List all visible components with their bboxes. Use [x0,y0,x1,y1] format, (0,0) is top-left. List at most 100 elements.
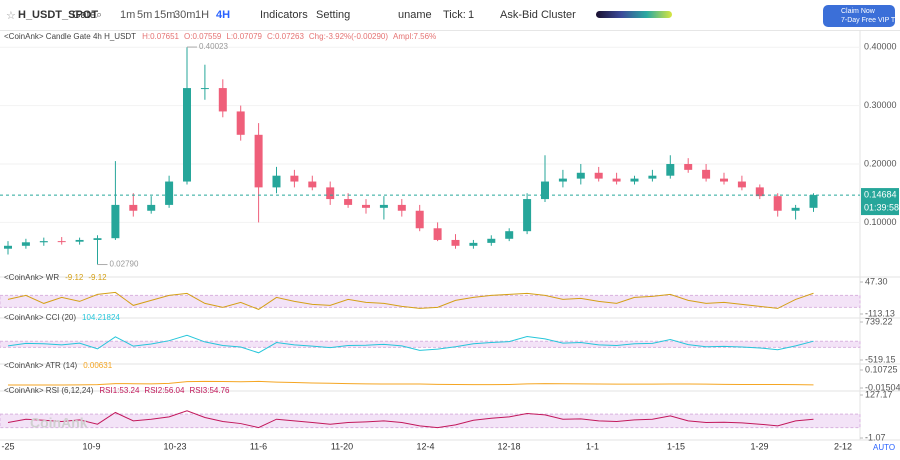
candle-body [165,181,174,205]
candle-body [809,195,818,208]
candle-body [630,178,639,182]
candle-body [487,238,496,243]
candle-body [326,187,335,200]
panel-readout: 0.00631 [83,361,112,370]
y-tick-label: -0.01504 [865,382,900,392]
x-tick-label: 11-6 [250,441,267,451]
cluster-button[interactable]: Ask-Bid Cluster [500,9,576,21]
panel-title: <CoinAnk> ATR (14) [4,361,78,370]
search[interactable]: ⌕ [96,9,103,21]
x-tick-label: -25 [1,441,14,451]
candle-body [57,241,66,243]
indicator-line [8,380,814,386]
candle-body [415,210,424,229]
timeframe[interactable]: 1H [195,9,210,21]
candle-body [576,172,585,179]
candle-body [666,164,675,176]
timeframe[interactable]: 4H [216,9,231,21]
candle-body [773,196,782,211]
indicator-line [7,291,814,310]
promo[interactable]: Claim Now 7-Day Free VIP Trial [823,5,900,27]
band [0,294,861,308]
user[interactable]: uname [398,9,432,21]
candle-body [648,175,657,179]
candle-body [469,242,478,246]
watermark: CoinAnk [30,415,88,431]
panel-readout: C:0.07263 [267,32,304,41]
candle-body [75,239,84,242]
y-tick-label: -1.07 [865,432,886,442]
band [0,340,861,348]
candle-body [702,169,711,179]
auto-button[interactable]: AUTO [873,443,895,452]
exchange[interactable]: Gate [72,9,96,21]
y-tick-label: 0.40000 [864,42,897,52]
tick-label: Tick: [443,9,466,21]
panel-readout: -9.12 [88,273,107,282]
candle-body [21,242,30,246]
candle-body [737,181,746,188]
setting-button[interactable]: Setting [316,9,351,21]
candle-body [541,181,549,200]
candle-body [183,88,191,182]
indicator-line [7,334,814,354]
candle-body [791,207,800,211]
x-tick-label: 12-4 [416,441,434,451]
panel-readout: H:0.07651 [142,32,179,41]
high-marker-label: 0.40023 [199,42,228,51]
promo-text: 7-Day Free VIP Trial [841,17,900,24]
y-tick-label: 0.20000 [864,158,897,168]
candle-body [362,204,370,208]
panel-readout: L:0.07079 [226,32,262,41]
candle-body [755,187,764,197]
star[interactable]: ☆ [6,10,16,22]
candle-body [379,204,388,208]
x-tick-label: 1-29 [750,441,768,451]
y-tick-label: 47.30 [865,276,888,286]
x-tick-label: 1-1 [586,441,599,451]
x-tick-label: 10-9 [82,441,100,451]
candle-body [612,178,621,182]
y-tick-label: -113.13 [865,308,895,318]
last-price-box [861,188,899,216]
candle-body [129,204,138,211]
candle-body [558,178,567,182]
timeframe[interactable]: 1m [120,9,136,21]
panel-title: <CoinAnk> CCI (20) [4,313,76,322]
band [0,413,861,429]
candle-body [272,175,281,188]
last-price-label: 0.14684 [864,189,897,199]
candle-body [39,241,48,243]
indicators-button[interactable]: Indicators [260,9,308,21]
panel-readout: O:0.07559 [184,32,222,41]
y-tick-label: 0.10725 [865,364,898,374]
candle-body [523,199,532,232]
timeframe[interactable]: 15m [154,9,176,21]
panel-title: <CoinAnk> Candle Gate 4h H_USDT [4,32,136,41]
candle-body [200,88,209,90]
candle-body [4,245,12,249]
candle-body [433,228,442,240]
candle-body [290,175,299,182]
candle-body [308,181,317,188]
candle-body [236,111,245,135]
heat-scale[interactable] [596,11,672,18]
candle-body [505,231,514,239]
y-tick-label: 0.10000 [864,217,897,227]
y-tick-label: -519.15 [865,354,896,364]
candle-body [254,134,263,188]
tick-value[interactable]: 1 [468,9,475,21]
candle-body [218,88,227,112]
symbol[interactable]: H_USDT_SPOT [18,9,99,21]
indicator-line [7,410,814,429]
countdown: 01:39:58 [864,202,899,212]
x-tick-label: 2-12 [834,441,852,451]
timeframe[interactable]: 30m [174,9,196,21]
panel-readout: -9.12 [65,273,84,282]
timeframe[interactable]: 5m [137,9,153,21]
promo-title: Claim Now [841,8,875,15]
panel-readout: Ampl:7.56% [393,32,436,41]
panel-title: <CoinAnk> RSI (6,12,24) [4,386,94,395]
y-tick-label: 0.30000 [864,100,897,110]
